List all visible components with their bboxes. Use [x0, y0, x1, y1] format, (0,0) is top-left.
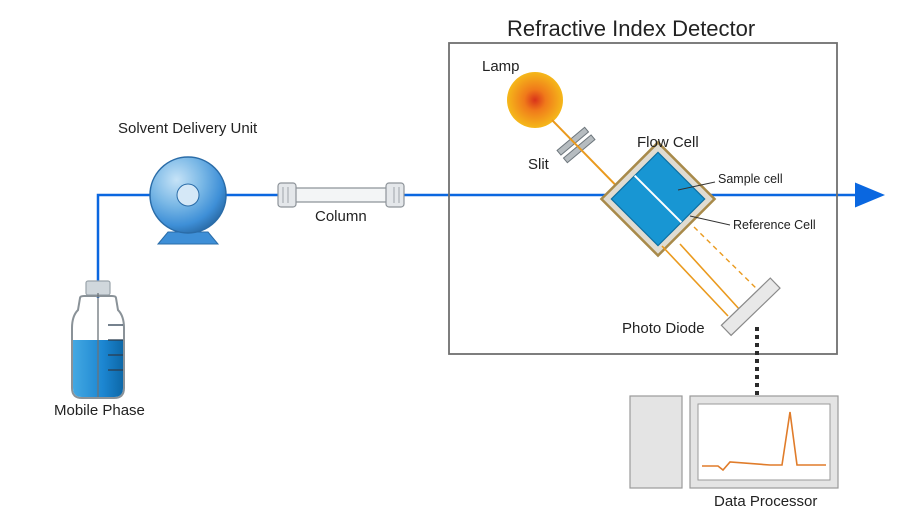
- reference-cell-lead: [690, 216, 730, 225]
- beam-reflected2: [662, 246, 728, 316]
- lamp-icon: [507, 72, 563, 128]
- detector-title: Refractive Index Detector: [507, 16, 755, 42]
- solvent-delivery-unit: [150, 157, 226, 244]
- flow-cell-label: Flow Cell: [637, 134, 699, 151]
- lamp-label: Lamp: [482, 58, 520, 75]
- mobile-phase-label: Mobile Phase: [54, 402, 145, 419]
- mirror: [721, 278, 780, 335]
- beam-exit-solid: [680, 244, 740, 310]
- mobile-phase-bottle: [72, 281, 124, 398]
- photo-diode-label: Photo Diode: [622, 320, 705, 337]
- solvent-unit-label: Solvent Delivery Unit: [118, 120, 257, 137]
- reference-cell-label: Reference Cell: [733, 218, 816, 232]
- flow-cell: [601, 142, 714, 255]
- column: [278, 183, 404, 207]
- beam-exit-dashed: [694, 227, 760, 292]
- data-processor: [630, 396, 838, 488]
- slit-label: Slit: [528, 156, 549, 173]
- column-label: Column: [315, 208, 367, 225]
- sample-cell-label: Sample cell: [718, 172, 783, 186]
- data-processor-label: Data Processor: [714, 493, 817, 510]
